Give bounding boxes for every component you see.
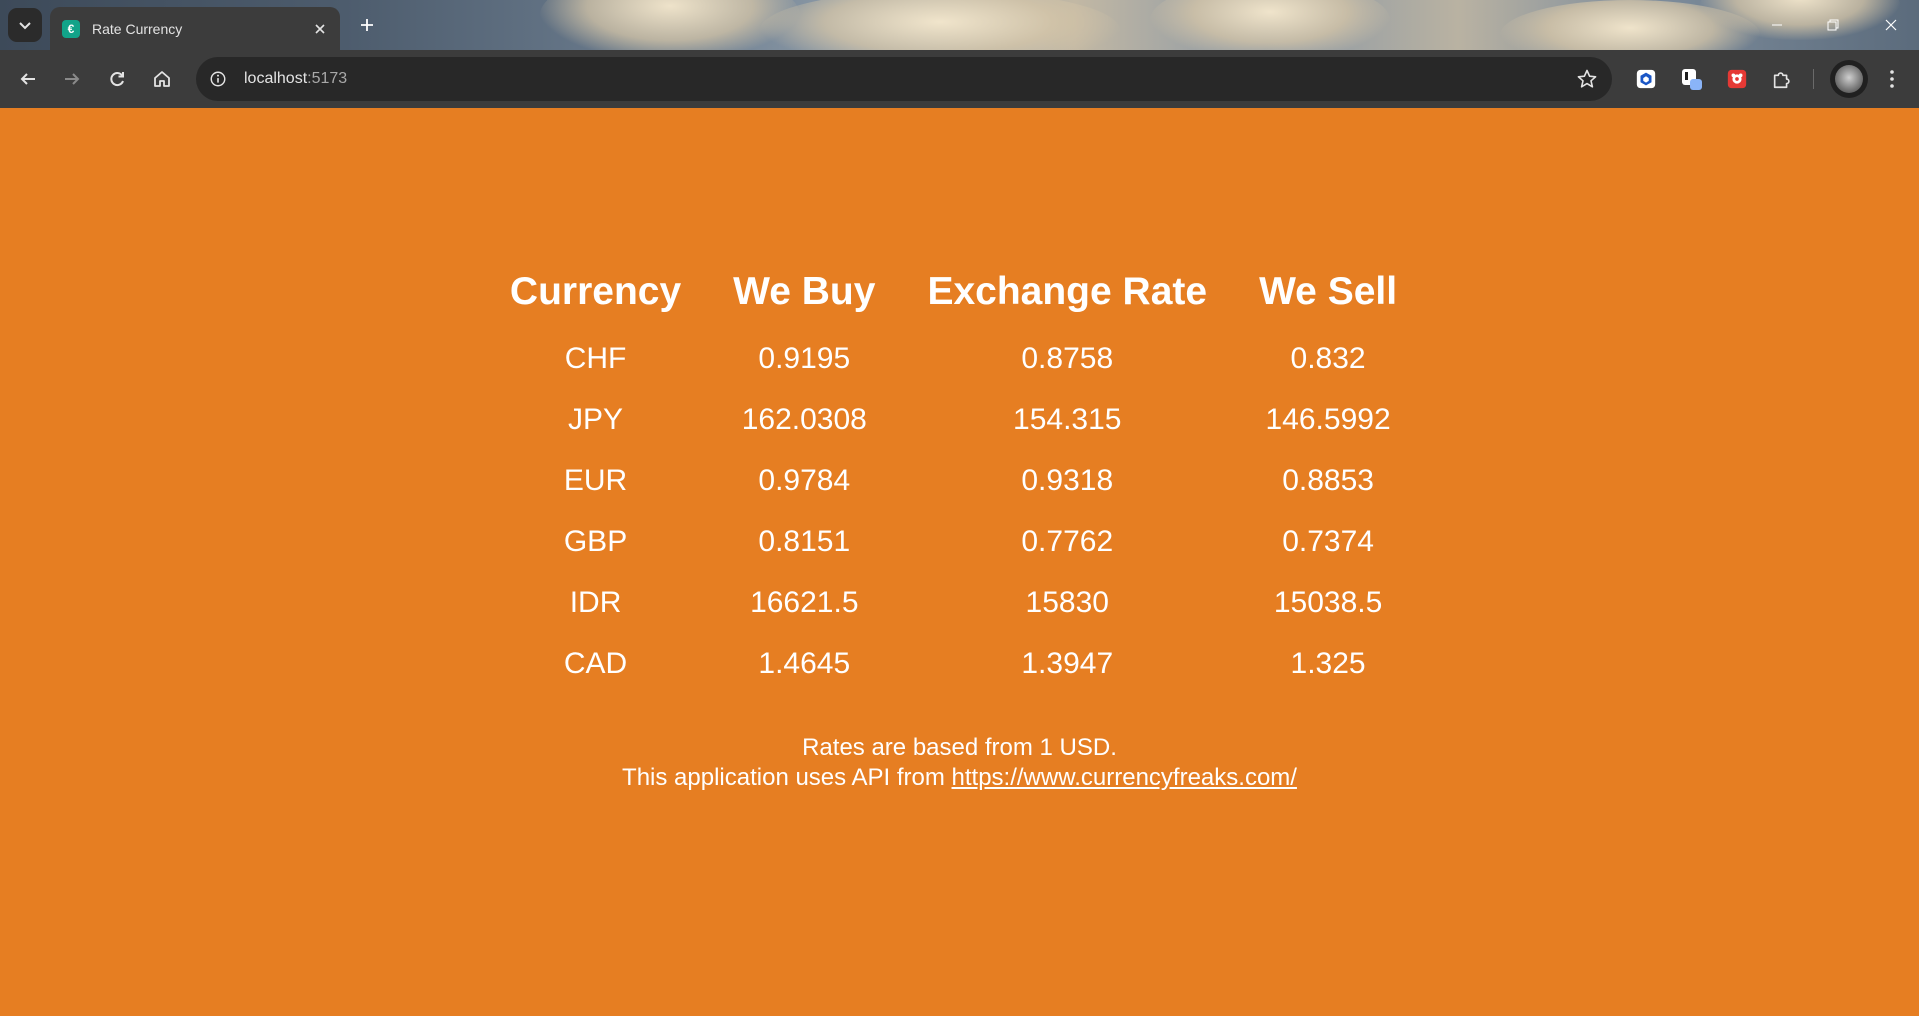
cell-exchange-rate: 0.7762 — [1021, 524, 1114, 558]
header-exchange-rate: Exchange Rate — [927, 270, 1208, 313]
currency-favicon-icon: € — [62, 19, 80, 38]
cell-we-sell: 15038.5 — [1273, 585, 1383, 619]
footer-rates-basis: Rates are based from 1 USD. — [802, 734, 1117, 761]
cell-we-sell: 0.832 — [1290, 341, 1366, 375]
header-currency: Currency — [509, 270, 682, 313]
arrow-right-icon — [65, 73, 80, 85]
address-bar[interactable]: localhost:5173 — [196, 57, 1612, 101]
cell-we-buy: 16621.5 — [750, 585, 859, 619]
chevron-down-icon — [19, 22, 31, 30]
header-we-sell: We Sell — [1259, 270, 1398, 313]
table-header-row: Currency We Buy Exchange Rate We Sell — [510, 270, 1397, 328]
rates-table: Currency We Buy Exchange Rate We Sell CH… — [458, 270, 1449, 694]
new-tab-button[interactable] — [352, 10, 382, 40]
profile-avatar[interactable] — [1830, 60, 1868, 98]
avatar-image — [1835, 65, 1863, 93]
browser-menu-button[interactable] — [1878, 65, 1906, 93]
close-window-button[interactable] — [1863, 0, 1919, 50]
cell-we-sell: 0.8853 — [1282, 463, 1374, 497]
cell-currency: IDR — [569, 585, 622, 619]
close-icon — [1885, 19, 1897, 31]
forward-button[interactable] — [54, 61, 90, 97]
home-button[interactable] — [144, 61, 180, 97]
minimize-window-button[interactable] — [1749, 0, 1805, 50]
page-body: Currency We Buy Exchange Rate We Sell CH… — [0, 108, 1919, 1016]
footer-api-credit: This application uses API from https://w… — [0, 763, 1919, 793]
cell-we-buy: 1.4645 — [758, 646, 851, 680]
tab-search-button[interactable] — [8, 8, 42, 42]
rates-table-container: Currency We Buy Exchange Rate We Sell CH… — [0, 270, 1919, 694]
minimize-icon — [1772, 24, 1782, 26]
url-text[interactable]: localhost:5173 — [244, 70, 347, 88]
table-row: JPY 162.0308 154.315 146.5992 — [510, 389, 1397, 450]
header-we-buy: We Buy — [733, 270, 876, 313]
cell-we-buy: 0.8151 — [758, 524, 851, 558]
home-icon — [154, 71, 170, 87]
table-row: EUR 0.9784 0.9318 0.8853 — [510, 450, 1397, 511]
cell-exchange-rate: 15830 — [1025, 585, 1109, 619]
footer-api-prefix: This application uses API from — [622, 764, 952, 791]
table-row: CAD 1.4645 1.3947 1.325 — [510, 633, 1397, 694]
close-tab-button[interactable] — [310, 19, 330, 39]
star-icon[interactable] — [1576, 68, 1598, 90]
restore-window-button[interactable] — [1805, 0, 1861, 50]
reload-button[interactable] — [99, 61, 135, 97]
cell-exchange-rate: 0.9318 — [1021, 463, 1114, 497]
cell-currency: CHF — [564, 341, 627, 375]
cell-currency: JPY — [568, 402, 624, 436]
plus-icon — [361, 19, 373, 31]
url-host: localhost — [244, 70, 308, 87]
table-row: CHF 0.9195 0.8758 0.832 — [510, 328, 1397, 389]
table-row: IDR 16621.5 15830 15038.5 — [510, 572, 1397, 633]
kebab-menu-icon — [1890, 70, 1894, 88]
sky-cloud — [760, 0, 1120, 50]
cell-we-sell: 1.325 — [1290, 646, 1366, 680]
url-port: :5173 — [307, 70, 348, 87]
cell-exchange-rate: 1.3947 — [1021, 646, 1114, 680]
cell-we-buy: 0.9784 — [758, 463, 851, 497]
cell-we-sell: 0.7374 — [1282, 524, 1374, 558]
puzzle-icon[interactable] — [1768, 65, 1796, 93]
currencyfreaks-link[interactable]: https://www.currencyfreaks.com/ — [951, 764, 1297, 791]
close-icon — [315, 23, 325, 34]
toolbar-divider — [1813, 69, 1814, 89]
tab-rate-currency[interactable]: € Rate Currency — [50, 7, 340, 50]
info-icon[interactable] — [204, 65, 232, 93]
extension-notes-icon[interactable] — [1678, 65, 1706, 93]
cell-we-buy: 162.0308 — [741, 402, 867, 436]
sky-cloud — [540, 0, 800, 50]
cell-exchange-rate: 0.8758 — [1021, 341, 1114, 375]
cell-currency: EUR — [563, 463, 628, 497]
reload-icon — [110, 72, 124, 87]
cell-exchange-rate: 154.315 — [1013, 402, 1122, 436]
footer-note: Rates are based from 1 USD. This applica… — [0, 733, 1919, 793]
cell-currency: CAD — [563, 646, 628, 680]
cell-currency: GBP — [563, 524, 628, 558]
arrow-left-icon — [20, 73, 35, 85]
tab-strip: € Rate Currency — [0, 0, 1919, 50]
sky-cloud — [1150, 0, 1390, 50]
table-row: GBP 0.8151 0.7762 0.7374 — [510, 511, 1397, 572]
browser-toolbar: localhost:5173 — [0, 50, 1919, 108]
extension-bug-icon[interactable] — [1723, 65, 1751, 93]
extension-cube-icon[interactable] — [1632, 65, 1660, 93]
cell-we-buy: 0.9195 — [758, 341, 851, 375]
tab-title: Rate Currency — [92, 20, 183, 37]
cell-we-sell: 146.5992 — [1265, 402, 1391, 436]
restore-icon — [1827, 19, 1839, 31]
back-button[interactable] — [10, 61, 46, 97]
